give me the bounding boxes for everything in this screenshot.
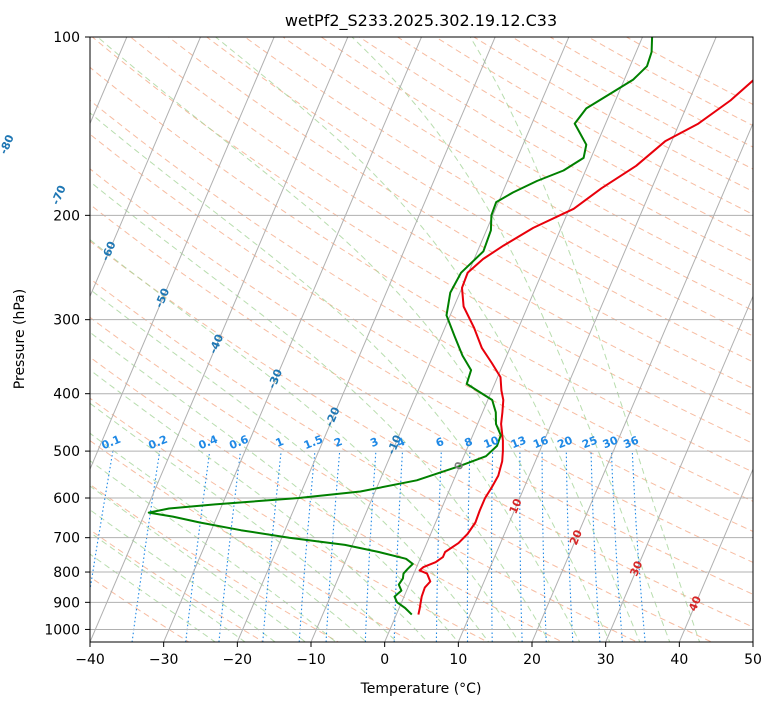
x-tick-label: −30 — [149, 652, 179, 668]
mixing-ratio-label: 3 — [368, 435, 380, 450]
y-tick-label: 900 — [53, 595, 80, 611]
mixing-ratio-line — [435, 451, 442, 642]
dry-adiabat — [90, 99, 753, 502]
plot-frame — [89, 36, 754, 643]
isotherm-label: 10 — [507, 496, 525, 515]
y-tick-label: 400 — [53, 387, 80, 403]
x-tick-label: 20 — [523, 652, 541, 668]
x-tick-label: −10 — [296, 652, 326, 668]
mixing-ratio-label: 36 — [622, 433, 641, 451]
moist-adiabat — [90, 288, 490, 642]
isotherm-line — [605, 295, 753, 642]
axes: −40 −30 −20 −10 0 10 20 30 40 50 100 200 300 400 500 60… — [44, 30, 762, 668]
dry-adiabat — [90, 356, 564, 642]
isotherm-line — [163, 37, 423, 642]
isotherm-line — [90, 37, 349, 642]
x-tick-label: 0 — [380, 652, 389, 668]
dry-adiabat — [549, 37, 753, 148]
dry-adiabat — [472, 37, 753, 193]
moist-adiabat — [90, 460, 337, 642]
mixing-ratio-line — [565, 451, 574, 642]
y-tick-label: 500 — [53, 444, 80, 460]
isotherm-label: 30 — [627, 559, 645, 578]
mixing-ratio-label: 30 — [601, 433, 620, 451]
mixing-ratio-label: 1 — [274, 435, 286, 450]
dry-adiabat — [90, 278, 713, 642]
y-tick-label: 1000 — [44, 622, 80, 638]
y-tick-label: 300 — [53, 313, 80, 329]
dry-adiabat — [90, 483, 340, 642]
y-tick-label: 600 — [53, 491, 80, 507]
mixing-ratio-line — [364, 451, 377, 642]
isotherm-label: 40 — [686, 594, 704, 613]
isotherm-line — [678, 467, 753, 642]
mixing-ratio-line — [590, 451, 601, 642]
y-tick-label: 200 — [53, 208, 80, 224]
dry-adiabat — [244, 37, 753, 337]
moist-adiabat — [90, 402, 398, 642]
moist-adiabat — [90, 181, 550, 642]
dry-adiabat — [90, 203, 753, 595]
mixing-ratio-line — [325, 451, 341, 642]
dry-adiabat — [205, 37, 753, 363]
moist-adiabat — [351, 37, 671, 642]
isotherm-line — [236, 37, 496, 642]
mixing-ratio-label: 25 — [580, 434, 599, 452]
y-axis-title: Pressure (hPa) — [12, 289, 28, 389]
moist-adiabat — [90, 331, 459, 642]
y-tick-label: 100 — [53, 30, 80, 46]
mixing-ratio-line — [541, 451, 547, 642]
mixing-ratio-label: 8 — [463, 435, 475, 450]
mixing-ratio-label: 10 — [482, 433, 501, 451]
mixing-ratio-line — [466, 451, 471, 642]
mixing-ratio-label: 20 — [555, 433, 574, 451]
x-tick-label: −40 — [75, 652, 105, 668]
dry-adiabat — [90, 66, 753, 473]
x-tick-label: 30 — [597, 652, 615, 668]
mixing-ratio-label: 13 — [509, 434, 528, 452]
x-tick-label: 10 — [449, 652, 467, 668]
moist-adiabat — [90, 432, 368, 642]
x-tick-label: 50 — [744, 652, 762, 668]
dry-adiabat — [90, 168, 753, 563]
isotherm-line — [531, 122, 753, 642]
y-tick-label: 800 — [53, 565, 80, 581]
mixing-ratio-line — [393, 451, 404, 642]
temperature-profile — [417, 79, 753, 615]
isotherm-line — [90, 37, 275, 471]
dewpoint-profile — [147, 37, 654, 616]
dry-adiabat — [511, 37, 753, 170]
isotherm-line — [457, 37, 717, 642]
x-tick-label: 40 — [670, 652, 688, 668]
moist-adiabat — [90, 553, 217, 642]
moist-adiabat — [90, 485, 307, 642]
mixing-ratio-label: 2 — [332, 435, 344, 450]
isotherm-line — [384, 37, 644, 642]
moist-adiabat — [215, 37, 641, 642]
moist-adiabat — [90, 239, 520, 642]
chart-title: wetPf2_S233.2025.302.19.12.C33 — [285, 11, 557, 31]
dry-adiabat — [129, 37, 753, 417]
dry-adiabat — [167, 37, 753, 389]
mixing-ratio-label: 16 — [531, 433, 550, 451]
moist-adiabat — [90, 369, 429, 642]
isotherm-label: 20 — [567, 528, 585, 547]
dry-adiabat — [90, 440, 414, 642]
dry-adiabat — [90, 316, 639, 642]
isotherm-line — [90, 37, 202, 298]
plot-area — [90, 37, 753, 642]
x-axis-title: Temperature (°C) — [360, 681, 482, 697]
isotherm-line — [90, 37, 128, 125]
moist-adiabat — [90, 531, 246, 642]
mixing-ratio-line — [519, 451, 523, 642]
x-tick-label: −20 — [223, 652, 253, 668]
y-tick-label: 700 — [53, 531, 80, 547]
mixing-ratio-line — [610, 451, 623, 642]
